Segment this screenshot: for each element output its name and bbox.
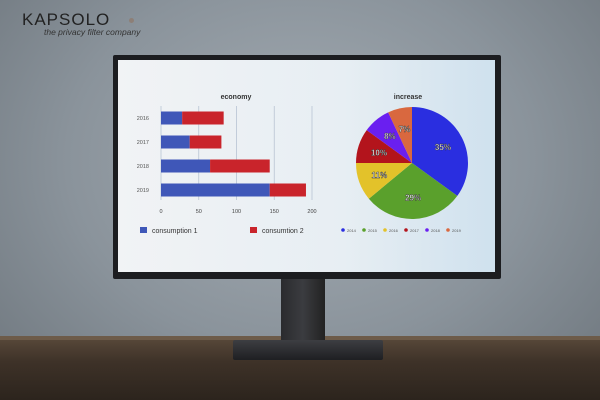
bar-1-2016	[161, 111, 183, 125]
y-tick-label: 2019	[137, 188, 149, 194]
pie-legend-label: 2019	[452, 228, 462, 233]
pie-legend-marker	[341, 228, 345, 232]
brand-tagline: the privacy filter company	[44, 27, 141, 37]
pie-data-label: 29%	[405, 194, 421, 203]
bar-1-2019	[161, 183, 270, 197]
legend-swatch	[140, 227, 147, 233]
pie-data-label: 8%	[384, 132, 396, 141]
pie-chart-title: increase	[394, 94, 423, 101]
brand-name: KAPSOLO	[22, 10, 111, 29]
legend-label: consumtion 2	[262, 228, 304, 235]
brand-logo: KAPSOLO the privacy filter company	[22, 10, 140, 37]
pie-legend-label: 2014	[347, 228, 357, 233]
pie-slice-2018	[366, 112, 412, 163]
bar-2-2019	[269, 183, 306, 197]
pie-legend-marker	[446, 228, 450, 232]
pie-legend-label: 2017	[410, 228, 420, 233]
bar-2-2016	[182, 111, 224, 125]
pie-slice-2017	[356, 130, 412, 163]
pie-legend-label: 2015	[368, 228, 378, 233]
pie-slice-2019	[388, 107, 412, 163]
pie-legend-label: 2016	[389, 228, 399, 233]
y-tick-label: 2016	[137, 116, 149, 122]
x-tick-label: 150	[270, 209, 279, 215]
pie-slice-2015	[368, 163, 458, 220]
pie-legend-marker	[404, 228, 408, 232]
pie-data-label: 35%	[435, 143, 451, 152]
pie-legend-marker	[362, 228, 366, 232]
pie-data-label: 11%	[372, 171, 388, 180]
bar-chart-title: economy	[221, 94, 252, 101]
pie-slice-2016	[356, 163, 412, 199]
pie-legend-label: 2018	[431, 228, 441, 233]
pie-slice-2014	[412, 107, 469, 196]
pie-data-label: 7%	[399, 125, 411, 134]
pie-data-label: 10%	[371, 148, 387, 157]
y-tick-label: 2018	[137, 164, 149, 170]
x-tick-label: 0	[159, 209, 162, 215]
x-tick-label: 100	[232, 209, 241, 215]
bar-1-2018	[161, 159, 211, 173]
x-tick-label: 200	[307, 209, 316, 215]
bar-1-2017	[161, 135, 190, 149]
x-tick-label: 50	[196, 209, 202, 215]
legend-swatch	[250, 227, 257, 233]
y-tick-label: 2017	[137, 140, 149, 146]
pie-legend-marker	[383, 228, 387, 232]
monitor-stand-neck	[281, 276, 325, 344]
pie-legend-marker	[425, 228, 429, 232]
bar-2-2017	[189, 135, 222, 149]
monitor-stand-base	[233, 340, 383, 360]
legend-label: consumption 1	[152, 228, 198, 235]
brand-dot	[129, 18, 134, 23]
bar-2-2018	[210, 159, 270, 173]
